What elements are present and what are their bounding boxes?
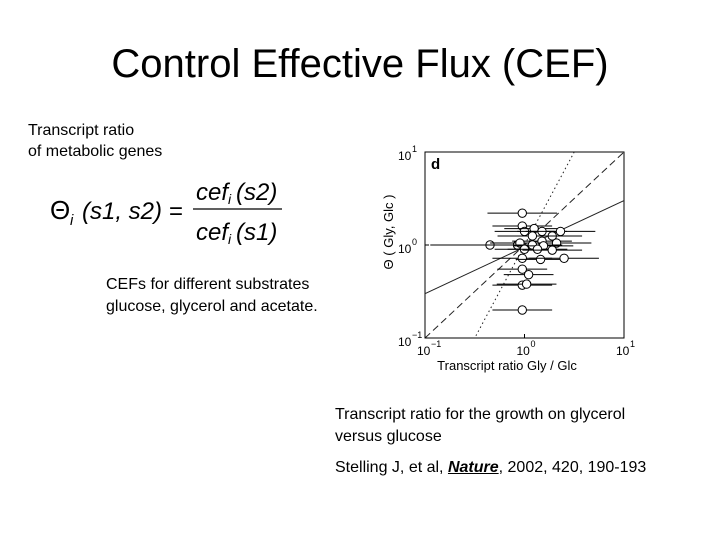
panel-label: d (431, 156, 440, 173)
y-tick-label: 10 (398, 242, 412, 256)
data-point (527, 231, 538, 241)
formula-arguments: (s1, s2) = (82, 198, 183, 225)
slide-title: Control Effective Flux (CEF) (111, 42, 609, 86)
data-point (559, 253, 569, 263)
y-tick-label-exponent: 1 (412, 144, 417, 154)
formula-numerator-argument: (s2) (236, 179, 277, 206)
data-point (555, 226, 566, 237)
data-point (517, 305, 527, 315)
scatter-chart: d Θ ( Gly, Glc ) Transcript ratio Gly / … (381, 144, 635, 373)
citation-journal: Nature (447, 459, 499, 476)
y-axis-label: Θ ( Gly, Glc ) (381, 195, 396, 270)
x-axis-label: Transcript ratio Gly / Glc (437, 358, 577, 373)
x-tick-label-exponent: 1 (630, 339, 635, 349)
caption-line1: Transcript ratio for the growth on glyce… (335, 406, 626, 423)
formula-denominator-argument: (s1) (236, 219, 277, 246)
x-tick-label: 10 (417, 344, 431, 358)
data-point (517, 264, 527, 274)
transcript-ratio-label-line2: of metabolic genes (28, 143, 163, 160)
formula-denominator: cef (196, 219, 230, 246)
citation: Stelling J, et al, Nature, 2002, 420, 19… (335, 459, 646, 477)
x-tick-label: 10 (517, 344, 531, 358)
formula-numerator-subscript: i (228, 191, 232, 207)
data-point (532, 244, 543, 254)
citation-authors: Stelling J, et al, (335, 459, 448, 476)
formula-theta-subscript: i (70, 212, 74, 229)
cefs-description-line1: CEFs for different substrates (106, 276, 310, 293)
cef-ratio-formula: Θ i (s1, s2) = cef i (s2) cef i (s1) (50, 179, 282, 247)
caption-line2: versus glucose (335, 428, 442, 445)
data-point (523, 269, 534, 280)
data-point (535, 254, 546, 265)
citation-details: , 2002, 420, 190-193 (498, 459, 647, 476)
y-tick-label: 10 (398, 149, 412, 163)
data-point (521, 279, 532, 289)
y-tick-label: 10 (398, 335, 412, 349)
data-point (517, 208, 527, 218)
x-tick-label-exponent: 0 (531, 339, 536, 349)
caption: Transcript ratio for the growth on glyce… (335, 404, 625, 448)
transcript-ratio-label-line1: Transcript ratio (28, 122, 135, 139)
formula-theta: Θ (50, 195, 70, 225)
cefs-description-line2: glucose, glycerol and acetate. (106, 298, 318, 315)
x-tick-label-exponent: −1 (431, 339, 441, 349)
transcript-ratio-label: Transcript ratio of metabolic genes (28, 120, 162, 162)
data-point (547, 245, 557, 255)
x-tick-label: 10 (616, 344, 630, 358)
formula-numerator: cef (196, 179, 230, 206)
y-tick-label-exponent: −1 (412, 330, 422, 340)
cefs-description: CEFs for different substrates glucose, g… (106, 274, 318, 318)
formula-denominator-subscript: i (228, 231, 232, 247)
y-tick-label-exponent: 0 (412, 237, 417, 247)
data-point (517, 253, 527, 263)
